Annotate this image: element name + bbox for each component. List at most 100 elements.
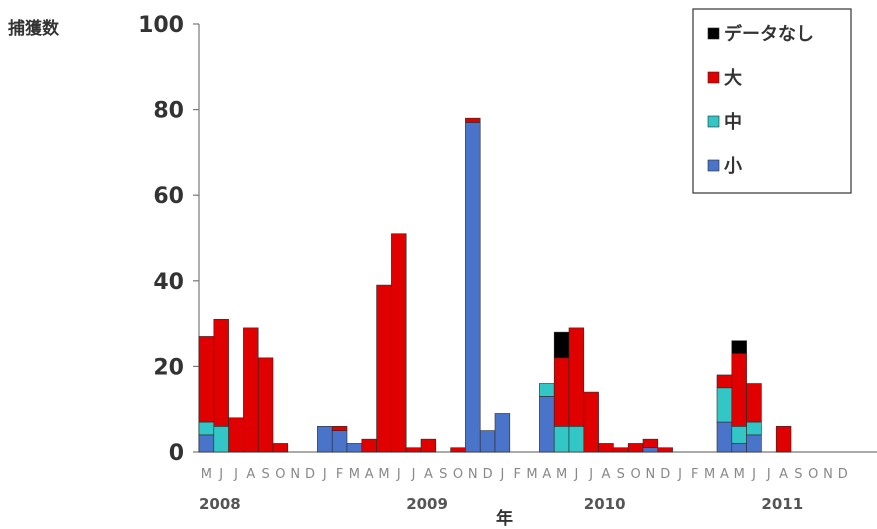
bar-segment bbox=[465, 117, 481, 123]
month-tick-label: A bbox=[424, 467, 433, 482]
bar-segment bbox=[213, 426, 229, 453]
bar-segment bbox=[731, 353, 747, 427]
bar-segment bbox=[257, 357, 274, 453]
bar-segment bbox=[613, 447, 629, 453]
bar-segment bbox=[465, 122, 481, 453]
bar-segment bbox=[272, 443, 289, 453]
bar-segment bbox=[198, 336, 215, 423]
month-tick-label: O bbox=[808, 467, 818, 482]
x-axis-label: 年 bbox=[496, 509, 513, 529]
month-tick-label: O bbox=[453, 467, 463, 482]
month-tick-label: A bbox=[542, 467, 551, 482]
month-tick-label: M bbox=[704, 467, 715, 482]
y-tick-label: 20 bbox=[153, 355, 184, 380]
month-tick-label: J bbox=[766, 467, 771, 482]
month-tick-label: N bbox=[646, 467, 656, 482]
bar-segment bbox=[716, 374, 733, 389]
month-tick-label: J bbox=[573, 467, 578, 482]
month-tick-label: J bbox=[411, 467, 416, 482]
bar-segment bbox=[716, 387, 733, 423]
legend-swatch bbox=[707, 71, 720, 84]
month-tick-label: M bbox=[734, 467, 745, 482]
legend-swatch bbox=[707, 27, 720, 40]
month-tick-label: S bbox=[617, 467, 625, 482]
legend-entry-label: 小 bbox=[724, 156, 742, 177]
month-tick-label: D bbox=[838, 467, 848, 482]
month-tick-label: A bbox=[365, 467, 374, 482]
month-tick-label: A bbox=[720, 467, 729, 482]
bar-segment bbox=[346, 443, 363, 453]
year-label: 2010 bbox=[584, 495, 626, 513]
bar-segment bbox=[553, 331, 570, 359]
legend-entry-label: 中 bbox=[724, 111, 742, 133]
month-tick-label: N bbox=[290, 467, 300, 482]
month-tick-label: J bbox=[322, 467, 327, 482]
month-tick-label: J bbox=[588, 467, 593, 482]
month-tick-label: O bbox=[275, 467, 285, 482]
bar-segment bbox=[317, 426, 333, 453]
month-tick-label: S bbox=[261, 467, 269, 482]
month-tick-label: M bbox=[378, 467, 389, 482]
bar-segment bbox=[198, 421, 215, 436]
month-tick-label: A bbox=[602, 467, 611, 482]
y-tick-label: 60 bbox=[153, 184, 184, 209]
month-tick-label: M bbox=[556, 467, 567, 482]
bar-segment bbox=[657, 447, 673, 453]
month-tick-label: F bbox=[691, 467, 698, 482]
month-tick-label: O bbox=[630, 467, 640, 482]
y-tick-label: 40 bbox=[153, 270, 184, 295]
bar-segment bbox=[731, 443, 747, 453]
bar-segment bbox=[494, 413, 511, 453]
legend-swatch bbox=[707, 115, 720, 128]
bar-segment bbox=[642, 438, 659, 449]
bar-segment bbox=[583, 391, 599, 453]
bar-segment bbox=[568, 426, 585, 453]
bar-segment bbox=[746, 383, 762, 423]
bar-segment bbox=[331, 426, 348, 431]
y-axis-label: 捕獲数 bbox=[8, 19, 59, 39]
y-tick-label: 100 bbox=[138, 13, 184, 38]
axes: 0 20 40 60 80 100 bbox=[138, 13, 877, 466]
bar-segment bbox=[716, 421, 733, 453]
bar-segment bbox=[391, 233, 407, 453]
month-tick-label: F bbox=[336, 467, 343, 482]
year-label: 2009 bbox=[406, 495, 448, 513]
bar-segment bbox=[731, 426, 747, 444]
bar-segment bbox=[420, 438, 437, 453]
bar-segment bbox=[228, 417, 244, 453]
bar-segment bbox=[642, 447, 659, 453]
bar-segment bbox=[731, 340, 747, 354]
month-tick-label: M bbox=[201, 467, 212, 482]
bar-segment bbox=[627, 443, 644, 453]
bar-segment bbox=[775, 426, 792, 453]
year-label: 2011 bbox=[761, 495, 803, 513]
bar-segment bbox=[553, 357, 570, 427]
bar-segment bbox=[198, 434, 215, 453]
month-tick-label: S bbox=[794, 467, 802, 482]
bar-segment bbox=[746, 434, 762, 453]
legend-entry-label: データなし bbox=[724, 23, 814, 45]
bar-segment bbox=[243, 327, 259, 453]
month-tick-label: D bbox=[660, 467, 670, 482]
legend-box bbox=[692, 8, 852, 194]
bar-segment bbox=[539, 383, 555, 397]
month-tick-label: D bbox=[305, 467, 315, 482]
month-tick-label: N bbox=[823, 467, 833, 482]
bar-segment bbox=[450, 447, 466, 453]
month-tick-label: M bbox=[349, 467, 360, 482]
month-tick-label: S bbox=[439, 467, 447, 482]
bars bbox=[198, 117, 792, 453]
year-label: 2008 bbox=[199, 495, 241, 513]
month-tick-label: A bbox=[246, 467, 255, 482]
month-tick-label: J bbox=[218, 467, 223, 482]
bar-segment bbox=[598, 443, 614, 453]
bar-segment bbox=[213, 319, 229, 427]
bar-segment bbox=[405, 447, 422, 453]
legend-entry-label: 大 bbox=[724, 67, 742, 89]
month-tick-label: J bbox=[396, 467, 401, 482]
month-tick-label: J bbox=[233, 467, 238, 482]
month-tick-label: A bbox=[779, 467, 788, 482]
